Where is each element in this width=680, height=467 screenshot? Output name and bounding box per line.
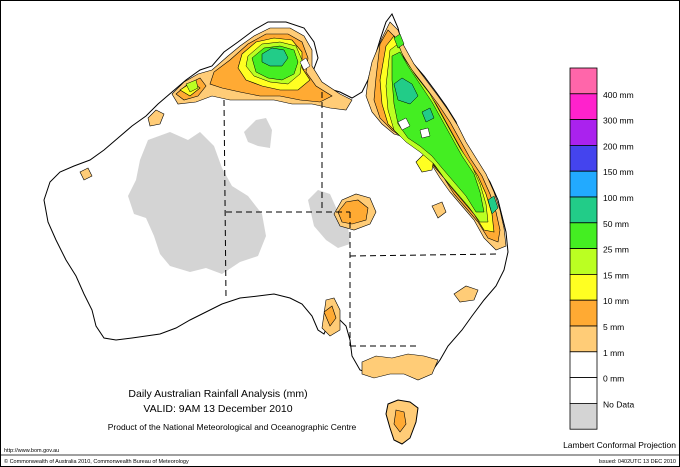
legend-swatch [569, 299, 598, 327]
legend-label: 0 mm [603, 374, 624, 384]
legend-swatch [569, 93, 598, 121]
legend-swatch [569, 67, 598, 95]
legend-label: 100 mm [603, 193, 634, 203]
legend-label: 300 mm [603, 116, 634, 126]
rainfall-50-100mm [261, 47, 499, 215]
map-issued: Issued: 0402UTC 13 DEC 2010 [599, 459, 676, 465]
legend-swatch [569, 351, 598, 378]
legend-swatch [569, 119, 598, 146]
no-data-region-north [244, 118, 272, 148]
legend-swatch [569, 248, 598, 275]
map-title: Daily Australian Rainfall Analysis (mm) [128, 388, 307, 400]
legend-swatch [569, 222, 598, 250]
legend-label: No Data [603, 399, 634, 409]
no-data-region-west [128, 132, 266, 274]
state-borders [223, 92, 501, 347]
legend-label: 50 mm [603, 219, 629, 229]
rainfall-dry-pockets [299, 57, 431, 139]
legend-label: 5 mm [603, 322, 624, 332]
legend-swatch [569, 144, 598, 172]
map-valid-date: VALID: 9AM 13 December 2010 [143, 403, 292, 415]
map-projection: Lambert Conformal Projection [563, 440, 676, 450]
legend-swatch [569, 273, 598, 301]
map-product-line: Product of the National Meteorological a… [108, 422, 357, 432]
legend-label: 150 mm [603, 167, 634, 177]
legend-label: 25 mm [603, 245, 629, 255]
legend-label: 400 mm [603, 90, 634, 100]
legend-label: 10 mm [603, 296, 629, 306]
map-copyright: © Commonwealth of Australia 2010, Common… [4, 458, 189, 465]
tasmania-orange-patch [393, 409, 407, 433]
legend-swatch [569, 402, 598, 430]
legend-swatch [569, 170, 598, 198]
legend-label: 15 mm [603, 270, 629, 280]
no-data-region-central [308, 190, 350, 248]
rainfall-legend: 400 mm 300 mm 200 mm 150 mm 100 mm 50 mm 25 mm… [569, 67, 634, 430]
legend-label: 200 mm [603, 141, 634, 151]
map-url: http://www.bom.gov.au [4, 448, 59, 454]
legend-label: 1 mm [603, 348, 624, 358]
legend-swatch [569, 377, 598, 404]
legend-swatch [569, 325, 598, 353]
legend-swatch [569, 196, 598, 224]
